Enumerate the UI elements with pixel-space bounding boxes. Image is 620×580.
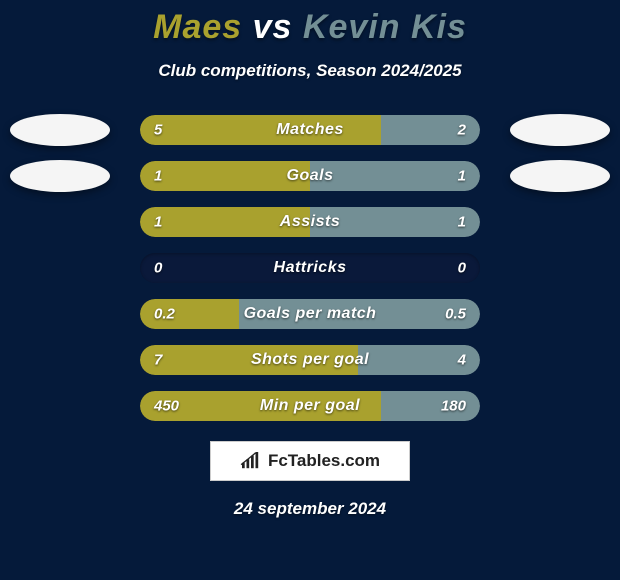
fill-player1 xyxy=(140,115,381,145)
stat-value-right: 180 xyxy=(441,398,466,415)
stat-bar: 0.2 Goals per match 0.5 xyxy=(140,299,480,329)
stat-bar: 5 Matches 2 xyxy=(140,115,480,145)
stat-bar: 1 Goals 1 xyxy=(140,161,480,191)
comparison-card: Maes vs Kevin Kis Club competitions, Sea… xyxy=(0,0,620,580)
stat-label: Min per goal xyxy=(260,397,360,415)
subtitle: Club competitions, Season 2024/2025 xyxy=(0,61,620,81)
stats-list: 5 Matches 2 1 Goals 1 1 Assists 1 0 Hattricks 0 0.2 G… xyxy=(0,115,620,421)
stat-row: 7 Shots per goal 4 xyxy=(0,345,620,375)
stat-value-right: 0.5 xyxy=(445,306,466,323)
logo-text: FcTables.com xyxy=(268,451,380,471)
stat-label: Goals per match xyxy=(244,305,377,323)
player2-photo xyxy=(510,114,610,146)
date-text: 24 september 2024 xyxy=(0,499,620,519)
stat-row: 5 Matches 2 xyxy=(0,115,620,145)
stat-row: 0.2 Goals per match 0.5 xyxy=(0,299,620,329)
fill-player1 xyxy=(140,161,310,191)
stat-value-right: 0 xyxy=(458,260,466,277)
stat-value-left: 0.2 xyxy=(154,306,175,323)
stat-value-left: 1 xyxy=(154,214,162,231)
player1-photo xyxy=(10,114,110,146)
page-title: Maes vs Kevin Kis xyxy=(0,8,620,47)
stat-value-left: 1 xyxy=(154,168,162,185)
stat-label: Matches xyxy=(276,121,344,139)
stat-value-right: 1 xyxy=(458,214,466,231)
stat-bar: 450 Min per goal 180 xyxy=(140,391,480,421)
title-player1: Maes xyxy=(153,8,242,46)
stat-value-left: 7 xyxy=(154,352,162,369)
stat-value-right: 2 xyxy=(458,122,466,139)
stat-row: 1 Assists 1 xyxy=(0,207,620,237)
stat-value-left: 0 xyxy=(154,260,162,277)
stat-label: Shots per goal xyxy=(251,351,369,369)
stat-label: Hattricks xyxy=(274,259,347,277)
stat-row: 0 Hattricks 0 xyxy=(0,253,620,283)
stat-value-right: 4 xyxy=(458,352,466,369)
title-vs: vs xyxy=(253,8,293,46)
title-player2: Kevin Kis xyxy=(303,8,467,46)
stat-label: Goals xyxy=(287,167,334,185)
player2-photo xyxy=(510,160,610,192)
bar-chart-icon xyxy=(240,452,262,470)
stat-bar: 0 Hattricks 0 xyxy=(140,253,480,283)
stat-bar: 7 Shots per goal 4 xyxy=(140,345,480,375)
stat-value-right: 1 xyxy=(458,168,466,185)
fill-player2 xyxy=(310,161,480,191)
stat-bar: 1 Assists 1 xyxy=(140,207,480,237)
stat-label: Assists xyxy=(280,213,340,231)
fctables-logo[interactable]: FcTables.com xyxy=(210,441,410,481)
stat-row: 450 Min per goal 180 xyxy=(0,391,620,421)
stat-value-left: 450 xyxy=(154,398,179,415)
stat-row: 1 Goals 1 xyxy=(0,161,620,191)
stat-value-left: 5 xyxy=(154,122,162,139)
player1-photo xyxy=(10,160,110,192)
